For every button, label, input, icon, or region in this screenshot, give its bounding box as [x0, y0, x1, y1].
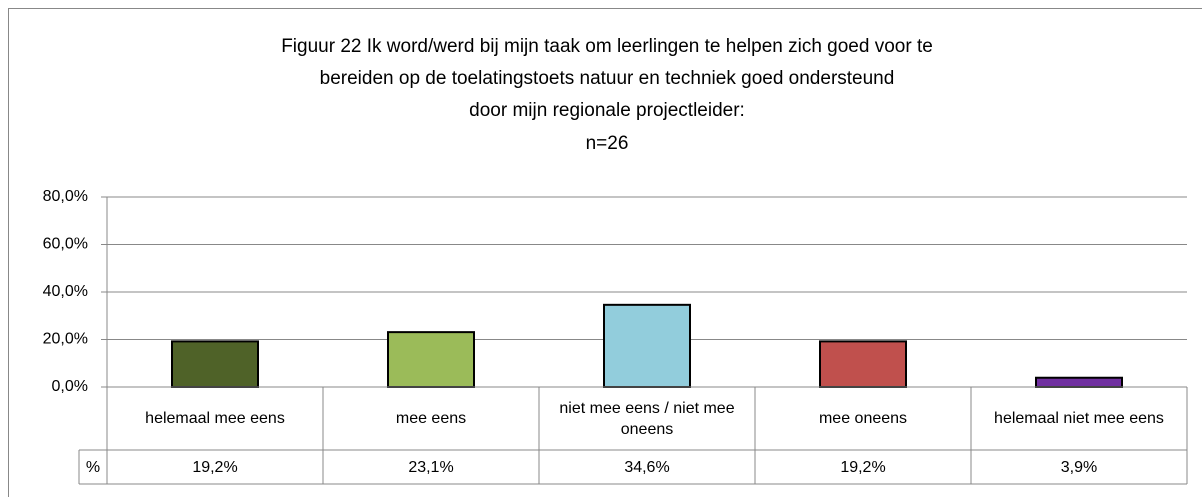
x-tick-label: helemaal mee eens [145, 410, 285, 427]
data-label: 19,2% [840, 458, 886, 476]
chart-title: bereiden op de toelatingstoets natuur en… [320, 68, 895, 89]
bar [171, 340, 259, 388]
x-tick-label: mee oneens [818, 410, 908, 427]
data-label: 19,2% [840, 458, 886, 476]
y-tick-label: 40,0% [43, 283, 88, 300]
y-tick-label: 60,0% [43, 236, 88, 253]
data-label: 23,1% [408, 458, 454, 476]
y-tick-label: 0,0% [52, 378, 88, 395]
legend-label: % [85, 458, 101, 476]
x-tick-label: helemaal mee eens [145, 410, 285, 427]
chart-subtitle: n=26 [586, 133, 629, 154]
x-tick-label: niet mee eens / niet mee oneens [559, 399, 735, 438]
bar [819, 340, 907, 388]
bar [603, 303, 691, 389]
data-label: 23,1% [408, 458, 454, 476]
x-tick-label: helemaal niet mee eens [994, 410, 1164, 427]
y-tick-label: 20,0% [43, 331, 88, 348]
legend-label: % [85, 458, 101, 476]
data-label: 3,9% [1060, 458, 1098, 476]
x-tick-label: helemaal niet mee eens [994, 410, 1164, 427]
y-tick-label: 80,0% [43, 188, 88, 205]
data-label: 19,2% [192, 458, 238, 476]
x-tick-label: mee oneens [818, 410, 908, 427]
x-tick-label: niet mee eens / niet mee oneens [559, 399, 735, 438]
data-label: 34,6% [624, 458, 670, 476]
data-label: 3,9% [1060, 458, 1098, 476]
x-tick-label: mee eens [395, 410, 467, 427]
chart-title: Figuur 22 Ik word/werd bij mijn taak om … [281, 36, 933, 57]
chart-border [8, 8, 1202, 497]
bar [1035, 376, 1123, 388]
chart-title: door mijn regionale projectleider: [469, 100, 745, 121]
data-label: 34,6% [624, 458, 670, 476]
bar [387, 331, 475, 389]
data-label: 19,2% [192, 458, 238, 476]
x-tick-label: mee eens [395, 410, 467, 427]
